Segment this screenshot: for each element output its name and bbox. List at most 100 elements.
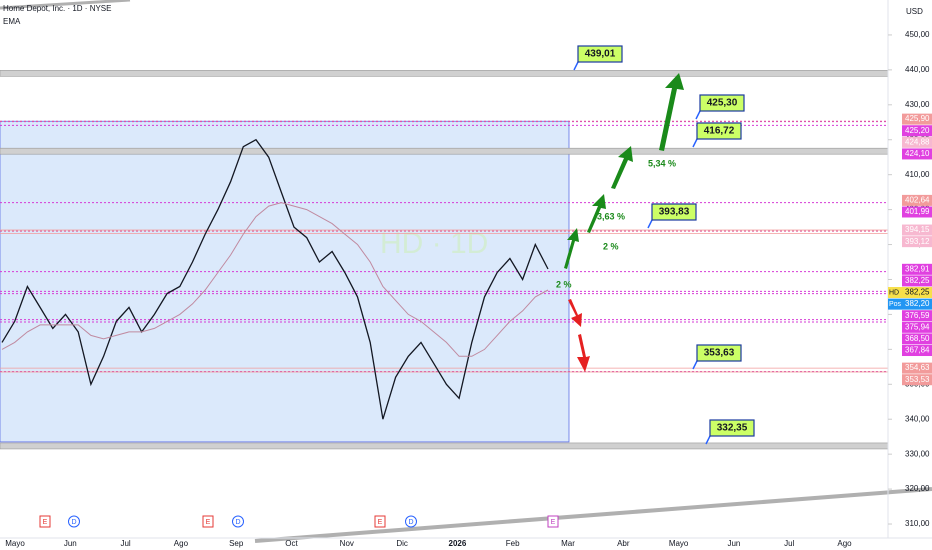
- indicator-label: EMA: [3, 17, 21, 26]
- callout-label: 425,30: [707, 98, 738, 109]
- x-tick-label: Mar: [561, 539, 575, 548]
- x-tick-label: Jun: [727, 539, 740, 548]
- event-label: E: [43, 519, 48, 526]
- x-tick-label: Jun: [64, 539, 77, 548]
- event-label: E: [551, 519, 556, 526]
- watermark: HD · 1D: [380, 227, 488, 260]
- event-marker: [202, 515, 214, 528]
- x-tick-label: Oct: [285, 539, 298, 548]
- price-tag-label: 353,53: [905, 375, 930, 384]
- x-tick-label: Jul: [120, 539, 130, 548]
- price-tag-label: 382,91: [905, 264, 930, 273]
- event-marker: [405, 515, 417, 528]
- callout-pointer: [695, 110, 701, 120]
- event-label: D: [71, 519, 76, 526]
- price-tag-label: 375,94: [905, 322, 930, 331]
- price-tag-label: 425,90: [905, 114, 930, 123]
- callout-label: 439,01: [585, 49, 616, 60]
- event-marker: [547, 515, 559, 528]
- price-tag: [902, 236, 932, 248]
- level-band: [0, 70, 889, 77]
- y-tick-label: 450,00: [905, 30, 930, 39]
- price-tag: [902, 224, 932, 236]
- price-line: [1, 138, 549, 420]
- callout-pointer: [647, 219, 653, 229]
- x-tick-label: Jul: [784, 539, 794, 548]
- price-tag-label: 424,88: [905, 137, 930, 146]
- percent-label: 2 %: [556, 279, 572, 289]
- y-tick-label: 320,00: [905, 484, 930, 493]
- x-tick-label: Ago: [837, 539, 852, 548]
- y-tick-label: 330,00: [905, 449, 930, 458]
- callout-pointer: [573, 61, 579, 71]
- price-tag-label: 401,99: [905, 207, 930, 216]
- price-tag-label: 354,63: [905, 363, 930, 372]
- percent-label: 5,34 %: [648, 158, 676, 168]
- arrows: [564, 73, 684, 372]
- event-label: E: [206, 519, 211, 526]
- price-tag: [902, 321, 932, 333]
- price-tag-name: HD: [889, 289, 899, 296]
- callout-label: 353,63: [704, 348, 735, 359]
- price-tag-label: 393,12: [905, 237, 930, 246]
- y-tick-label: 410,00: [905, 170, 930, 179]
- price-tag: [902, 263, 932, 275]
- price-tag: [902, 333, 932, 345]
- callout-label: 332,35: [717, 423, 748, 434]
- chart-title: Home Depot, Inc. · 1D · NYSE: [3, 4, 111, 13]
- callout-box: [696, 344, 742, 362]
- price-tag: [902, 287, 932, 299]
- price-tag-label: 382,20: [905, 299, 930, 308]
- x-tick-label: Abr: [617, 539, 630, 548]
- price-tag-label: 424,10: [905, 149, 930, 158]
- trendline: [0, 0, 131, 10]
- event-marker: [68, 515, 80, 528]
- price-tag: [888, 287, 902, 299]
- x-tick-label: Dic: [396, 539, 408, 548]
- event-marker: [374, 515, 386, 528]
- price-tag: [902, 136, 932, 148]
- x-tick-label: Ago: [174, 539, 189, 548]
- y-tick-label: 430,00: [905, 100, 930, 109]
- price-tag-label: 376,59: [905, 311, 930, 320]
- price-tag-name: Pos: [889, 301, 902, 308]
- price-tag: [902, 206, 932, 218]
- price-tag: [902, 374, 932, 386]
- trendline: [254, 487, 932, 543]
- callout-label: 393,83: [659, 207, 690, 218]
- level-band: [0, 147, 889, 155]
- y-tick-label: 340,00: [905, 414, 930, 423]
- callout-pointer: [705, 435, 711, 445]
- callout-box: [699, 94, 745, 112]
- price-tag-label: 368,50: [905, 334, 930, 343]
- zone: [0, 120, 570, 443]
- price-tag-label: 382,25: [905, 288, 930, 297]
- x-tick-label: 2026: [449, 539, 467, 548]
- x-tick-label: Feb: [506, 539, 520, 548]
- x-tick-label: Mayo: [669, 539, 689, 548]
- currency: USD: [906, 7, 923, 16]
- callout-label: 416,72: [704, 126, 735, 137]
- price-tag: [902, 125, 932, 137]
- price-line: [1, 202, 549, 357]
- price-tag-label: 402,64: [905, 195, 930, 204]
- percent-label: 2 %: [603, 241, 619, 251]
- price-tag-label: 394,15: [905, 225, 930, 234]
- callout-pointer: [692, 360, 698, 370]
- price-tag: [902, 345, 932, 357]
- price-tag: [902, 362, 932, 374]
- callout-pointer: [692, 138, 698, 148]
- event-label: D: [235, 519, 240, 526]
- price-tag-label: 382,25: [905, 276, 930, 285]
- callout-box: [577, 45, 623, 63]
- y-tick-label: 440,00: [905, 65, 930, 74]
- x-tick-label: Sep: [229, 539, 244, 548]
- price-tag: [902, 275, 932, 287]
- event-label: D: [408, 519, 413, 526]
- callout-box: [709, 419, 755, 437]
- percent-label: 3,63 %: [597, 211, 625, 221]
- x-tick-label: Nov: [340, 539, 354, 548]
- price-tag-label: 425,20: [905, 126, 930, 135]
- price-tag: [902, 113, 932, 125]
